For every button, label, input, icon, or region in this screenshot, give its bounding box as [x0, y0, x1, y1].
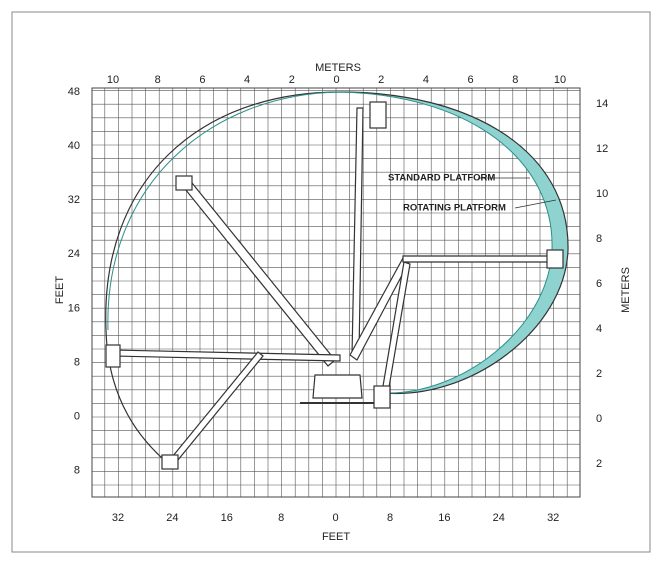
- left-tick-label: 40: [68, 140, 80, 152]
- right-tick-label: 4: [596, 323, 602, 335]
- right-tick-label: 2: [596, 458, 602, 470]
- left-tick-label: 8: [74, 356, 80, 368]
- top-tick-label: 6: [468, 74, 474, 86]
- bottom-tick-label: 24: [166, 512, 178, 524]
- right-tick-label: 14: [596, 98, 608, 110]
- left-axis-title: FEET: [54, 276, 66, 304]
- bottom-axis-title: FEET: [322, 531, 350, 543]
- rotating-envelope: [107, 91, 553, 394]
- top-tick-label: 0: [333, 74, 339, 86]
- bottom-tick-label: 32: [547, 512, 559, 524]
- top-tick-label: 8: [512, 74, 518, 86]
- bottom-tick-label: 16: [221, 512, 233, 524]
- bottom-tick-label: 32: [112, 512, 124, 524]
- top-tick-label: 4: [423, 74, 429, 86]
- grid: [91, 87, 581, 498]
- standard-label: STANDARD PLATFORM: [388, 173, 495, 184]
- left-tick-label: 8: [74, 465, 80, 477]
- bottom-tick-label: 24: [493, 512, 505, 524]
- top-tick-label: 6: [199, 74, 205, 86]
- bottom-tick-label: 16: [438, 512, 450, 524]
- right-tick-label: 6: [596, 278, 602, 290]
- bottom-tick-label: 0: [333, 512, 339, 524]
- top-tick-label: 8: [155, 74, 161, 86]
- left-tick-label: 16: [68, 302, 80, 314]
- top-tick-label: 2: [289, 74, 295, 86]
- right-tick-label: 2: [596, 368, 602, 380]
- top-tick-label: 2: [378, 74, 384, 86]
- bottom-tick-label: 8: [387, 512, 393, 524]
- left-tick-label: 24: [68, 248, 80, 260]
- left-tick-label: 32: [68, 194, 80, 206]
- right-tick-label: 8: [596, 233, 602, 245]
- top-tick-label: 4: [244, 74, 250, 86]
- left-tick-label: 48: [68, 86, 80, 98]
- plot-border: [91, 87, 581, 498]
- rotating-label: ROTATING PLATFORM: [403, 203, 506, 214]
- left-tick-label: 0: [74, 411, 80, 423]
- top-axis-title: METERS: [315, 62, 361, 74]
- right-tick-label: 10: [596, 188, 608, 200]
- right-tick-label: 0: [596, 413, 602, 425]
- booms: [105, 101, 564, 470]
- bottom-tick-label: 8: [278, 512, 284, 524]
- top-tick-label: 10: [107, 74, 119, 86]
- top-tick-label: 10: [554, 74, 566, 86]
- right-tick-label: 12: [596, 143, 608, 155]
- leader-rotating: [514, 199, 557, 209]
- right-axis-title: METERS: [620, 267, 632, 313]
